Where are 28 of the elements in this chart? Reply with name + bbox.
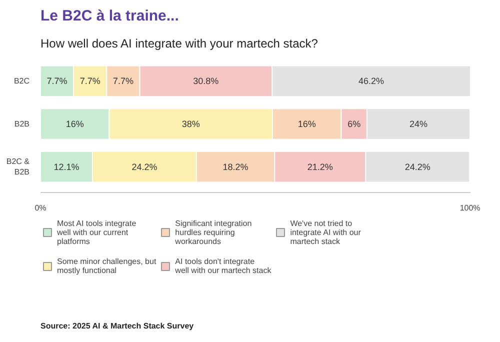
data-label: 21.2% [307, 162, 333, 172]
data-label: 24.2% [132, 162, 158, 172]
data-label: 46.2% [358, 76, 384, 86]
y-tick-label: B2C [14, 76, 30, 86]
y-tick-label: B2B [14, 120, 30, 128]
data-label: 30.8% [193, 76, 219, 86]
data-label: 38% [182, 119, 200, 129]
chart-title: Le B2C à la traine... [40, 8, 179, 24]
legend-label: AI tools don't integrate well with our martech stack [175, 256, 272, 277]
y-tick-label: B2C & B2B [6, 156, 30, 177]
legend-label: Most AI tools integrate well with our current platforms [57, 218, 136, 247]
source-note: Source: 2025 AI & Martech Stack Survey [40, 322, 194, 330]
x-tick-label: 0% [34, 204, 46, 212]
x-tick-label: 100% [460, 204, 480, 212]
legend-label: Some minor challenges, but mostly functional [57, 256, 156, 277]
data-label: 7.7% [112, 76, 134, 86]
data-label: 16% [298, 119, 316, 129]
data-label: 7.7% [46, 76, 68, 86]
legend-label: We've not tried to integrate AI with our martech stack [290, 218, 361, 247]
data-label: 16% [66, 119, 84, 129]
data-label: 24.2% [404, 162, 430, 172]
data-label: 12.1% [54, 162, 80, 172]
data-label: 6% [348, 119, 361, 129]
data-label: 18.2% [222, 162, 248, 172]
data-label: 24% [410, 119, 428, 129]
legend-label: Significant integration hurdles requiring workarounds [175, 218, 252, 247]
chart-subtitle: How well does AI integrate with your martech stack? [40, 36, 318, 50]
data-label: 7.7% [80, 76, 100, 86]
